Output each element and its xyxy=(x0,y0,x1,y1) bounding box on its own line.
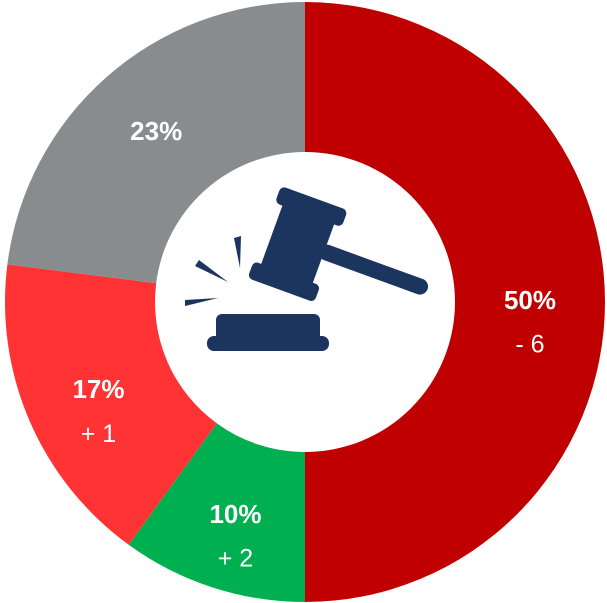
donut-segment xyxy=(5,264,217,545)
labels: 50% - 6 10% + 2 17% + 1 23% xyxy=(72,116,556,572)
percent-label: 10% xyxy=(209,499,261,529)
donut-segment xyxy=(7,2,305,284)
change-label: + 2 xyxy=(218,545,253,573)
percent-label: 50% xyxy=(504,285,556,315)
change-label: - 6 xyxy=(515,331,544,359)
percent-label: 17% xyxy=(72,374,124,404)
gavel-icon xyxy=(185,187,429,351)
change-label: + 1 xyxy=(81,420,116,448)
donut-segment xyxy=(128,423,305,602)
donut-segment xyxy=(305,2,605,602)
segments xyxy=(5,2,605,602)
percent-label: 23% xyxy=(130,116,182,146)
